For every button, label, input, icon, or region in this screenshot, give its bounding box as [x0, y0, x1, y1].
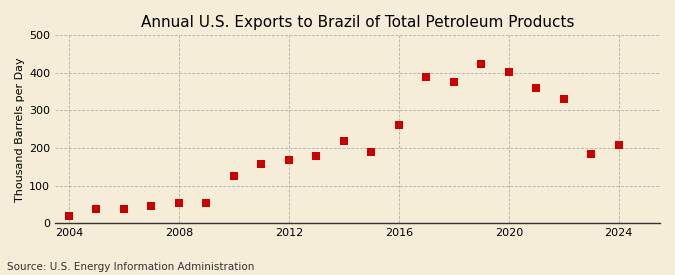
Point	[228, 174, 239, 178]
Point	[476, 61, 487, 66]
Point	[366, 150, 377, 154]
Point	[91, 207, 102, 211]
Title: Annual U.S. Exports to Brazil of Total Petroleum Products: Annual U.S. Exports to Brazil of Total P…	[141, 15, 574, 30]
Point	[421, 75, 432, 79]
Point	[531, 86, 541, 90]
Point	[256, 162, 267, 166]
Point	[173, 201, 184, 205]
Point	[558, 97, 569, 101]
Y-axis label: Thousand Barrels per Day: Thousand Barrels per Day	[15, 57, 25, 202]
Point	[586, 152, 597, 156]
Point	[284, 158, 294, 162]
Point	[311, 153, 322, 158]
Point	[63, 213, 74, 218]
Point	[394, 123, 404, 127]
Point	[338, 139, 349, 144]
Point	[201, 201, 212, 205]
Text: Source: U.S. Energy Information Administration: Source: U.S. Energy Information Administ…	[7, 262, 254, 272]
Point	[146, 204, 157, 208]
Point	[614, 143, 624, 148]
Point	[504, 70, 514, 74]
Point	[448, 80, 459, 84]
Point	[119, 207, 130, 211]
